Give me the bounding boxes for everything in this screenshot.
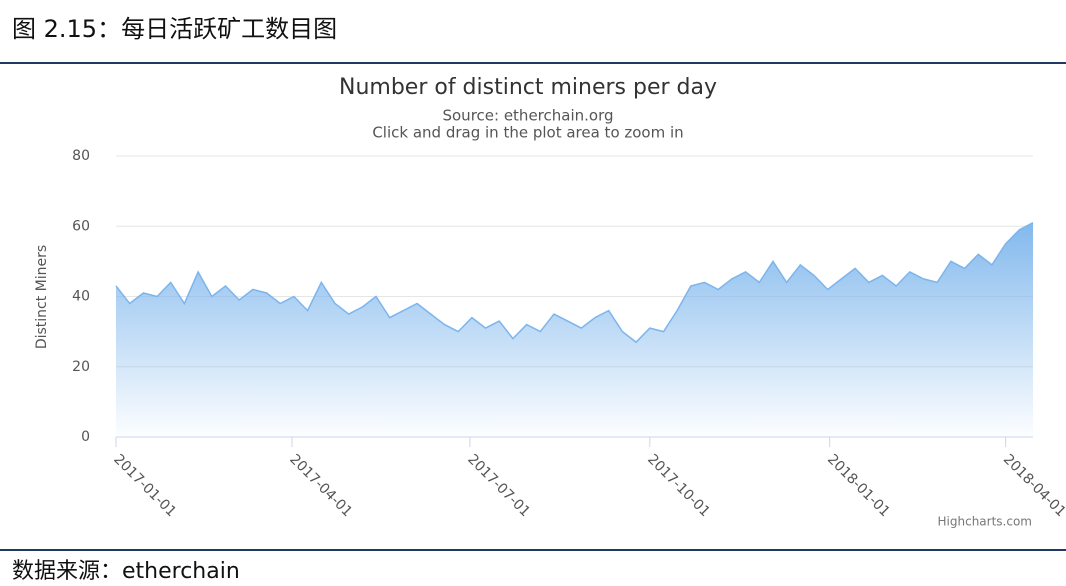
x-tick-label: 2017-07-01 xyxy=(464,451,533,520)
x-tick-label: 2017-10-01 xyxy=(644,451,713,520)
x-tick-label: 2017-04-01 xyxy=(286,451,355,520)
source-note: 数据来源：etherchain xyxy=(12,559,240,584)
y-tick-label: 40 xyxy=(72,289,90,305)
y-tick-label: 60 xyxy=(72,218,90,234)
x-tick-label: 2018-01-01 xyxy=(824,451,893,520)
y-tick-label: 80 xyxy=(72,148,90,164)
area-fill xyxy=(116,222,1033,437)
chart-subtitle: Source: etherchain.org xyxy=(442,107,613,125)
figure-title: 图 2.15：每日活跃矿工数目图 xyxy=(12,15,337,43)
y-tick-label: 20 xyxy=(72,359,90,375)
y-tick-label: 0 xyxy=(81,429,90,445)
chart-title: Number of distinct miners per day xyxy=(339,75,717,100)
area-line xyxy=(115,222,1034,344)
y-axis-label: Distinct Miners xyxy=(34,245,50,349)
credits: Highcharts.com xyxy=(938,515,1032,529)
x-tick-label: 2018-04-01 xyxy=(1000,451,1066,520)
x-tick-label: 2017-01-01 xyxy=(110,451,179,520)
chart-note: Click and drag in the plot area to zoom … xyxy=(372,124,683,142)
